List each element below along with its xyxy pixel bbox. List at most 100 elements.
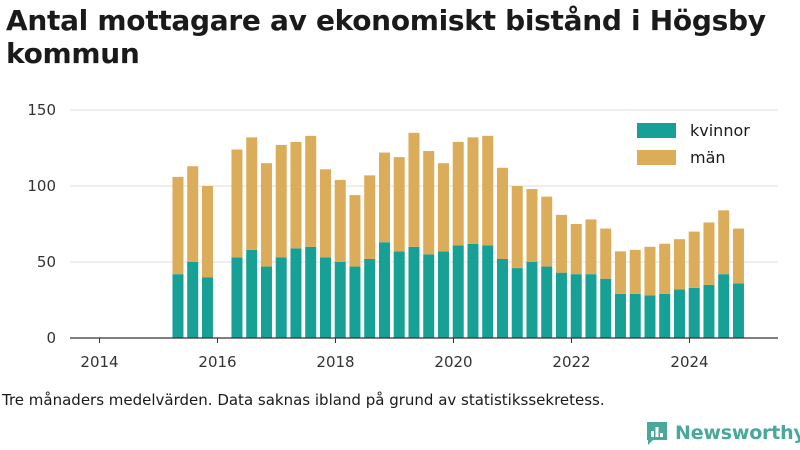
x-tick-label: 2022 xyxy=(552,353,590,371)
bar-kvinnor xyxy=(231,257,243,338)
bar-man xyxy=(644,246,656,296)
bar-man xyxy=(629,249,641,294)
bar-kvinnor xyxy=(688,287,700,338)
bar-man xyxy=(718,210,730,275)
bar-kvinnor xyxy=(201,277,213,338)
bar-kvinnor xyxy=(496,258,508,338)
bar-man xyxy=(585,219,597,275)
brand-logo: Newsworthy xyxy=(645,418,800,448)
bar-kvinnor xyxy=(172,274,184,338)
bar-man xyxy=(349,195,361,267)
bar-kvinnor xyxy=(305,246,317,338)
bar-man xyxy=(319,169,331,258)
bar-man xyxy=(555,214,567,273)
bar-kvinnor xyxy=(718,274,730,338)
bar-man xyxy=(290,141,302,249)
bar-man xyxy=(305,135,317,247)
bar-man xyxy=(511,186,523,269)
bar-man xyxy=(201,186,213,278)
y-axis-ticks: 0 50 100 150 xyxy=(27,101,56,347)
bar-kvinnor xyxy=(570,274,582,338)
bar-man xyxy=(246,137,258,250)
y-tick-label: 150 xyxy=(27,101,56,119)
bar-kvinnor xyxy=(334,262,346,338)
bar-kvinnor xyxy=(378,242,390,338)
bar-man xyxy=(172,176,184,275)
bar-man xyxy=(570,224,582,275)
bar-kvinnor xyxy=(260,266,272,338)
bar-man xyxy=(688,231,700,288)
bar-kvinnor xyxy=(659,293,671,338)
x-tick-label: 2016 xyxy=(198,353,236,371)
y-tick-label: 0 xyxy=(46,329,56,347)
bar-man xyxy=(275,144,287,258)
bar-kvinnor xyxy=(526,262,538,338)
bar-man xyxy=(526,189,538,262)
legend-label-man: män xyxy=(690,148,726,167)
bar-kvinnor xyxy=(423,254,435,338)
chart-title: Antal mottagare av ekonomiskt bistånd i … xyxy=(6,4,766,70)
bar-man xyxy=(496,167,508,259)
brand-name: Newsworthy xyxy=(675,422,800,444)
bar-kvinnor xyxy=(644,295,656,338)
footnote: Tre månaders medelvärden. Data saknas ib… xyxy=(2,391,605,409)
bar-kvinnor xyxy=(408,246,420,338)
bar-man xyxy=(541,196,553,267)
bar-kvinnor xyxy=(437,251,449,338)
bar-kvinnor xyxy=(290,248,302,338)
bar-kvinnor xyxy=(467,243,479,338)
bar-man xyxy=(614,251,626,294)
bar-kvinnor xyxy=(600,278,612,338)
legend-swatch-man xyxy=(637,150,676,165)
y-tick-label: 50 xyxy=(37,253,56,271)
bar-kvinnor xyxy=(629,293,641,338)
bar-man xyxy=(364,175,376,259)
bar-kvinnor xyxy=(364,258,376,338)
bar-kvinnor xyxy=(732,283,744,338)
bar-man xyxy=(482,135,494,246)
bar-kvinnor xyxy=(511,268,523,338)
bar-kvinnor xyxy=(246,249,258,338)
x-axis-ticks: 2014 2016 2018 2020 2022 2024 xyxy=(80,338,709,371)
bar-man xyxy=(378,152,390,243)
chat-bubble-bar-chart-icon xyxy=(647,422,667,445)
bar-kvinnor xyxy=(275,257,287,338)
bar-kvinnor xyxy=(482,245,494,338)
y-tick-label: 100 xyxy=(27,177,56,195)
bar-kvinnor xyxy=(452,245,464,338)
bar-man xyxy=(600,228,612,279)
x-tick-label: 2018 xyxy=(316,353,354,371)
x-tick-label: 2014 xyxy=(80,353,118,371)
bar-man xyxy=(408,132,420,247)
bar-man xyxy=(260,163,272,267)
bar-kvinnor xyxy=(187,262,199,338)
legend: kvinnor män xyxy=(637,121,750,167)
bar-man xyxy=(452,141,464,246)
bar-man xyxy=(732,228,744,284)
bar-man xyxy=(437,163,449,252)
bar-kvinnor xyxy=(703,284,715,338)
bar-man xyxy=(673,239,685,290)
bar-man xyxy=(659,243,671,294)
x-tick-label: 2020 xyxy=(434,353,472,371)
bar-kvinnor xyxy=(541,266,553,338)
bar-kvinnor xyxy=(349,266,361,338)
legend-label-kvinnor: kvinnor xyxy=(690,121,750,140)
legend-swatch-kvinnor xyxy=(637,123,676,138)
bar-man xyxy=(423,151,435,255)
bar-man xyxy=(393,157,405,252)
bar-man xyxy=(334,179,346,262)
bar-man xyxy=(231,149,243,258)
stacked-bar-chart: 0 50 100 150 2014 2016 2018 2020 2022 2024 kvinn… xyxy=(27,101,778,371)
x-tick-label: 2024 xyxy=(670,353,708,371)
bar-kvinnor xyxy=(555,272,567,338)
bar-man xyxy=(467,137,479,244)
bar-man xyxy=(703,222,715,285)
bar-kvinnor xyxy=(585,274,597,338)
bar-kvinnor xyxy=(673,289,685,338)
bar-man xyxy=(187,166,199,262)
bar-kvinnor xyxy=(614,293,626,338)
bar-series xyxy=(172,132,744,338)
bar-kvinnor xyxy=(393,251,405,338)
bar-kvinnor xyxy=(319,257,331,338)
